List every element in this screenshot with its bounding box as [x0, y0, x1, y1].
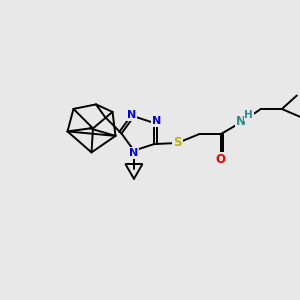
Text: N: N [236, 115, 246, 128]
Text: O: O [216, 153, 226, 166]
Text: N: N [127, 110, 136, 120]
Text: S: S [173, 136, 182, 149]
Text: N: N [129, 148, 139, 158]
Text: H: H [244, 110, 253, 120]
Text: N: N [152, 116, 161, 126]
